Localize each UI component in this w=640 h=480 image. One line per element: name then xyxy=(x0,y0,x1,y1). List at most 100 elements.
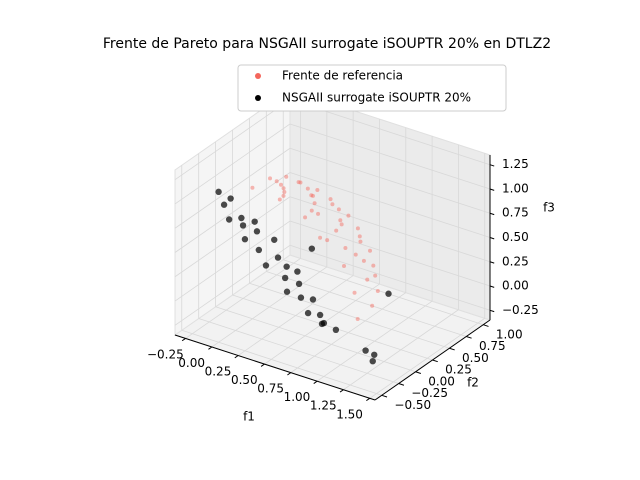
z-tick-label: 1.00 xyxy=(502,181,529,195)
legend-box xyxy=(237,64,507,112)
x-tick xyxy=(234,355,239,359)
data-point xyxy=(225,216,233,223)
data-point xyxy=(239,222,247,229)
data-point xyxy=(342,264,347,269)
data-point xyxy=(281,274,289,282)
data-point xyxy=(238,214,245,222)
data-point xyxy=(361,258,366,263)
z-axis-label: f3 xyxy=(543,201,555,215)
grid-line xyxy=(174,147,291,229)
data-point xyxy=(310,193,315,198)
data-point xyxy=(343,246,348,251)
legend-label: Frente de referencia xyxy=(282,69,403,83)
y-tick-label: 0.75 xyxy=(479,339,506,353)
x-tick-label: 1.00 xyxy=(284,390,311,404)
data-point xyxy=(297,294,305,301)
x-axis-label: f1 xyxy=(243,410,255,424)
x-tick-label: 1.50 xyxy=(336,407,363,421)
data-point xyxy=(304,309,312,317)
data-point xyxy=(368,248,373,253)
data-point xyxy=(277,197,282,202)
grid-line xyxy=(289,147,491,214)
data-point xyxy=(278,182,283,187)
data-point xyxy=(338,218,343,223)
grid-line xyxy=(174,220,291,302)
data-point xyxy=(358,239,363,244)
z-tick xyxy=(489,164,495,167)
data-point xyxy=(283,288,291,295)
data-point xyxy=(227,195,234,202)
data-point xyxy=(346,213,351,218)
y-tick-label: 0.00 xyxy=(428,374,455,388)
data-point xyxy=(318,235,323,240)
legend-marker xyxy=(255,95,261,101)
y-tick xyxy=(381,394,388,398)
x-axis xyxy=(174,334,376,401)
data-point xyxy=(371,351,378,358)
data-point xyxy=(305,186,310,191)
x-tick xyxy=(181,338,186,342)
data-point xyxy=(334,228,339,233)
data-point xyxy=(296,180,301,185)
grid-line xyxy=(289,196,491,263)
grid-line xyxy=(215,306,416,373)
y-tick xyxy=(449,347,455,351)
z-tick-label: 0.75 xyxy=(502,206,529,220)
data-point xyxy=(268,176,273,181)
grid-line xyxy=(174,172,291,253)
data-point xyxy=(294,268,301,275)
z-tick xyxy=(489,237,495,240)
data-point xyxy=(303,215,308,220)
grid-line xyxy=(249,282,450,349)
data-point xyxy=(385,290,392,297)
data-point xyxy=(295,280,303,288)
data-point xyxy=(274,254,282,261)
data-point xyxy=(370,303,375,308)
y-tick xyxy=(415,371,422,374)
y-tick-label: 0.25 xyxy=(445,363,472,377)
y-tick xyxy=(398,383,405,386)
data-point xyxy=(330,202,335,207)
data-point xyxy=(355,226,360,231)
data-point xyxy=(371,263,376,268)
x-tick xyxy=(287,372,292,376)
data-point xyxy=(274,179,279,184)
data-point xyxy=(375,289,380,294)
z-tick xyxy=(489,261,495,264)
data-point xyxy=(215,188,222,196)
data-point xyxy=(316,311,324,319)
data-point xyxy=(309,208,314,213)
x-tick xyxy=(339,389,344,393)
z-tick xyxy=(489,188,495,191)
x-tick-label: 0.00 xyxy=(178,356,205,370)
z-tick-label: 1.25 xyxy=(502,157,529,171)
data-point xyxy=(281,186,286,191)
grid-line xyxy=(289,220,491,287)
z-tick xyxy=(489,212,495,216)
x-tick xyxy=(313,380,318,384)
data-point xyxy=(365,277,370,282)
z-tick-label: −0.25 xyxy=(502,303,539,317)
x-tick-label: 1.25 xyxy=(310,399,337,413)
data-point xyxy=(250,185,255,190)
data-point xyxy=(355,316,360,321)
data-point xyxy=(352,290,357,295)
data-point xyxy=(357,234,362,239)
legend-label: NSGAII surrogate iSOUPTR 20% xyxy=(282,91,471,105)
data-point xyxy=(332,326,340,334)
y-tick-label: 1.00 xyxy=(496,327,523,341)
data-point xyxy=(271,236,278,243)
data-point xyxy=(298,180,303,185)
z-tick-label: 0.25 xyxy=(502,254,529,268)
legend-marker xyxy=(255,73,261,79)
chart-title: Frente de Pareto para NSGAII surrogate i… xyxy=(103,36,551,52)
data-point xyxy=(251,218,258,225)
data-point xyxy=(253,228,261,235)
data-point xyxy=(339,222,344,227)
x-tick xyxy=(208,346,213,350)
data-point xyxy=(362,347,369,354)
data-point xyxy=(369,357,376,365)
z-tick-label: 0.00 xyxy=(502,279,529,293)
data-point xyxy=(315,188,320,193)
